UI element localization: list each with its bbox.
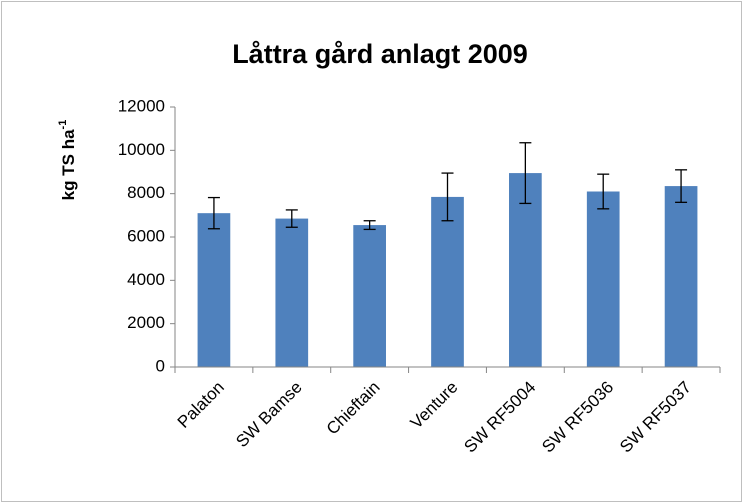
y-axis-label-text: kg TS ha: [59, 129, 78, 200]
y-axis-label-superscript: -1: [57, 120, 69, 130]
y-tick-label: 2000: [127, 313, 165, 332]
y-tick-label: 8000: [127, 183, 165, 202]
y-tick-label: 12000: [118, 96, 165, 115]
y-axis-label: kg TS ha-1: [57, 120, 79, 201]
y-tick-label: 6000: [127, 226, 165, 245]
y-tick-label: 0: [156, 356, 165, 375]
error-bar: [675, 169, 688, 203]
error-bar: [363, 220, 376, 231]
error-bar: [441, 172, 454, 222]
chart-title: Låttra gård anlagt 2009: [232, 39, 528, 69]
bar: [664, 186, 698, 367]
error-bar: [519, 142, 532, 205]
y-tick-label: 10000: [118, 140, 165, 159]
y-tick-label: 4000: [127, 270, 165, 289]
bar: [197, 213, 231, 367]
bar: [353, 225, 386, 367]
bar: [431, 196, 464, 367]
bar: [275, 218, 309, 367]
error-bar: [207, 196, 220, 230]
bar: [586, 191, 620, 367]
error-bar: [597, 173, 610, 210]
error-bar: [285, 209, 298, 228]
bar: [509, 173, 542, 367]
